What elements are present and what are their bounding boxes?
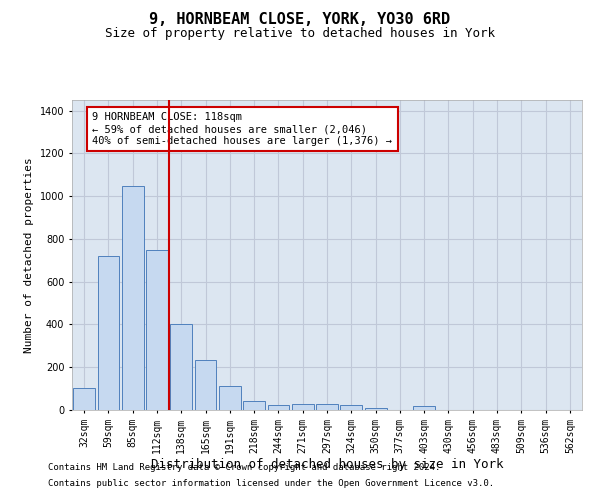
Text: 9, HORNBEAM CLOSE, YORK, YO30 6RD: 9, HORNBEAM CLOSE, YORK, YO30 6RD bbox=[149, 12, 451, 28]
Bar bbox=[292, 404, 314, 410]
Y-axis label: Number of detached properties: Number of detached properties bbox=[24, 157, 34, 353]
Bar bbox=[97, 256, 119, 410]
Bar bbox=[170, 324, 192, 410]
Bar bbox=[122, 186, 143, 410]
Text: Contains HM Land Registry data © Crown copyright and database right 2024.: Contains HM Land Registry data © Crown c… bbox=[48, 464, 440, 472]
Bar bbox=[194, 360, 217, 410]
Bar bbox=[146, 250, 168, 410]
Bar bbox=[219, 386, 241, 410]
Bar bbox=[73, 388, 95, 410]
Bar bbox=[413, 406, 435, 410]
Bar bbox=[316, 404, 338, 410]
X-axis label: Distribution of detached houses by size in York: Distribution of detached houses by size … bbox=[151, 458, 503, 471]
Bar bbox=[243, 401, 265, 410]
Text: 9 HORNBEAM CLOSE: 118sqm
← 59% of detached houses are smaller (2,046)
40% of sem: 9 HORNBEAM CLOSE: 118sqm ← 59% of detach… bbox=[92, 112, 392, 146]
Text: Contains public sector information licensed under the Open Government Licence v3: Contains public sector information licen… bbox=[48, 478, 494, 488]
Bar bbox=[365, 408, 386, 410]
Text: Size of property relative to detached houses in York: Size of property relative to detached ho… bbox=[105, 28, 495, 40]
Bar bbox=[340, 406, 362, 410]
Bar bbox=[268, 404, 289, 410]
